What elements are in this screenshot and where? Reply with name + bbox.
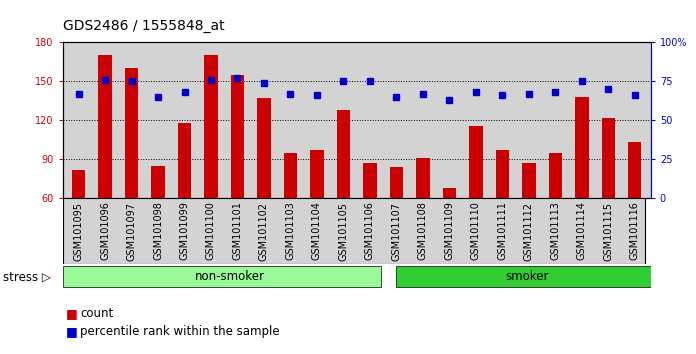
Text: GSM101095: GSM101095 bbox=[74, 201, 84, 261]
Bar bbox=[548, 153, 562, 198]
Text: GSM101097: GSM101097 bbox=[127, 201, 136, 261]
Text: smoker: smoker bbox=[506, 270, 549, 283]
Text: GSM101105: GSM101105 bbox=[338, 201, 349, 261]
Text: GSM101098: GSM101098 bbox=[153, 201, 163, 261]
Text: GSM101103: GSM101103 bbox=[285, 201, 296, 261]
Bar bbox=[178, 123, 191, 198]
Text: GSM101108: GSM101108 bbox=[418, 201, 428, 261]
Text: percentile rank within the sample: percentile rank within the sample bbox=[80, 325, 280, 338]
Text: GSM101102: GSM101102 bbox=[259, 201, 269, 261]
Text: GSM101106: GSM101106 bbox=[365, 201, 375, 261]
Bar bbox=[125, 68, 138, 198]
Bar bbox=[469, 126, 482, 198]
Text: GSM101116: GSM101116 bbox=[630, 201, 640, 261]
Text: non-smoker: non-smoker bbox=[195, 270, 264, 283]
Text: ■: ■ bbox=[66, 307, 78, 320]
Bar bbox=[363, 163, 377, 198]
Bar bbox=[522, 163, 535, 198]
Text: GSM101115: GSM101115 bbox=[603, 201, 613, 261]
Text: GSM101101: GSM101101 bbox=[232, 201, 242, 261]
Text: GSM101099: GSM101099 bbox=[180, 201, 189, 261]
Text: GSM101113: GSM101113 bbox=[551, 201, 560, 261]
Text: ■: ■ bbox=[66, 325, 78, 338]
Text: GSM101096: GSM101096 bbox=[100, 201, 110, 261]
Bar bbox=[390, 167, 403, 198]
Bar bbox=[63, 266, 381, 287]
Bar bbox=[258, 98, 271, 198]
Bar bbox=[98, 56, 111, 198]
Text: GDS2486 / 1555848_at: GDS2486 / 1555848_at bbox=[63, 19, 224, 34]
Text: stress ▷: stress ▷ bbox=[3, 270, 52, 283]
Bar bbox=[284, 153, 297, 198]
Bar bbox=[443, 188, 456, 198]
Bar bbox=[231, 75, 244, 198]
Bar bbox=[496, 150, 509, 198]
Bar bbox=[628, 142, 642, 198]
Text: GSM101100: GSM101100 bbox=[206, 201, 216, 261]
Text: GSM101112: GSM101112 bbox=[524, 201, 534, 261]
Text: count: count bbox=[80, 307, 113, 320]
Bar bbox=[416, 158, 429, 198]
Bar bbox=[337, 110, 350, 198]
Bar bbox=[602, 118, 615, 198]
Text: GSM101109: GSM101109 bbox=[445, 201, 454, 261]
Text: GSM101114: GSM101114 bbox=[577, 201, 587, 261]
Bar bbox=[72, 170, 85, 198]
Bar bbox=[205, 56, 218, 198]
Text: GSM101110: GSM101110 bbox=[471, 201, 481, 261]
Bar bbox=[310, 150, 324, 198]
Text: GSM101107: GSM101107 bbox=[391, 201, 402, 261]
Bar bbox=[397, 266, 661, 287]
Text: GSM101104: GSM101104 bbox=[312, 201, 322, 261]
Text: GSM101111: GSM101111 bbox=[498, 201, 507, 261]
Bar bbox=[576, 97, 589, 198]
Bar bbox=[152, 166, 165, 198]
